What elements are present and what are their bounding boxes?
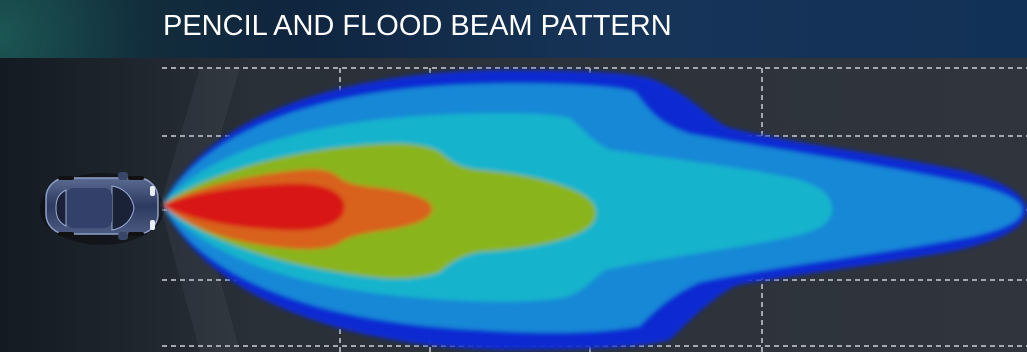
car-top-view-icon: [40, 172, 164, 245]
page-title: PENCIL AND FLOOD BEAM PATTERN: [163, 10, 672, 42]
hotspot: [162, 183, 345, 231]
